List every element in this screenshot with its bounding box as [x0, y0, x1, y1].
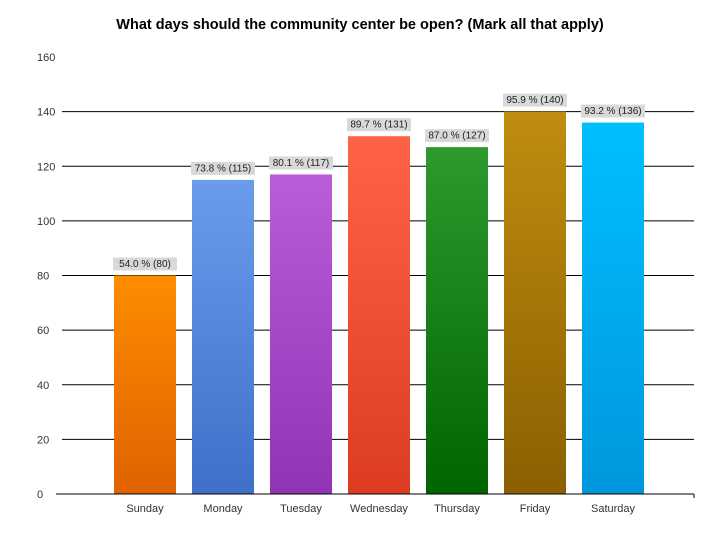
- data-label: 54.0 % (80): [119, 259, 171, 270]
- data-label: 80.1 % (117): [273, 158, 330, 169]
- y-axis-tick-labels: 0 20 40 60 80 100 120 140 160: [37, 52, 55, 501]
- x-category-label: Wednesday: [350, 503, 408, 515]
- bar-sunday: [114, 275, 176, 494]
- data-label-background: [581, 104, 645, 118]
- y-tick-label: 80: [37, 271, 49, 283]
- y-tick-label: 100: [37, 216, 55, 228]
- data-label-background: [269, 156, 333, 170]
- x-category-label: Tuesday: [280, 503, 322, 515]
- bar-thursday: [426, 147, 488, 494]
- y-tick-label: 140: [37, 107, 55, 119]
- bar-wednesday: [348, 136, 410, 495]
- data-label: 89.7 % (131): [350, 120, 407, 131]
- data-label-background: [425, 129, 489, 143]
- y-tick-label: 160: [37, 52, 55, 64]
- x-category-label: Saturday: [591, 503, 636, 515]
- bar-tuesday: [270, 174, 332, 494]
- y-tick-label: 0: [37, 489, 43, 501]
- data-label: 73.8 % (115): [195, 163, 252, 174]
- x-category-label: Thursday: [434, 503, 480, 515]
- data-labels: 54.0 % (80) 73.8 % (115) 80.1 % (117) 89.7 …: [113, 93, 645, 271]
- data-label-background: [503, 93, 567, 107]
- x-axis-category-labels: Sunday Monday Tuesday Wednesday Thursday Frid…: [126, 503, 635, 515]
- x-category-label: Sunday: [126, 503, 164, 515]
- bar-monday: [192, 179, 254, 494]
- data-label-background: [113, 257, 177, 271]
- y-tick-label: 40: [37, 380, 49, 392]
- data-label: 93.2 % (136): [584, 106, 641, 117]
- bar-friday: [504, 111, 566, 494]
- y-tick-label: 60: [37, 325, 49, 337]
- bars: [114, 111, 644, 495]
- bar-saturday: [582, 122, 644, 495]
- data-label-background: [347, 118, 411, 132]
- data-label: 95.9 % (140): [506, 95, 563, 106]
- data-label: 87.0 % (127): [428, 131, 485, 142]
- x-category-label: Friday: [520, 503, 551, 515]
- y-tick-label: 120: [37, 161, 55, 173]
- x-category-label: Monday: [203, 503, 243, 515]
- y-tick-label: 20: [37, 434, 49, 446]
- data-label-background: [191, 161, 255, 175]
- chart-title: What days should the community center be…: [116, 17, 604, 33]
